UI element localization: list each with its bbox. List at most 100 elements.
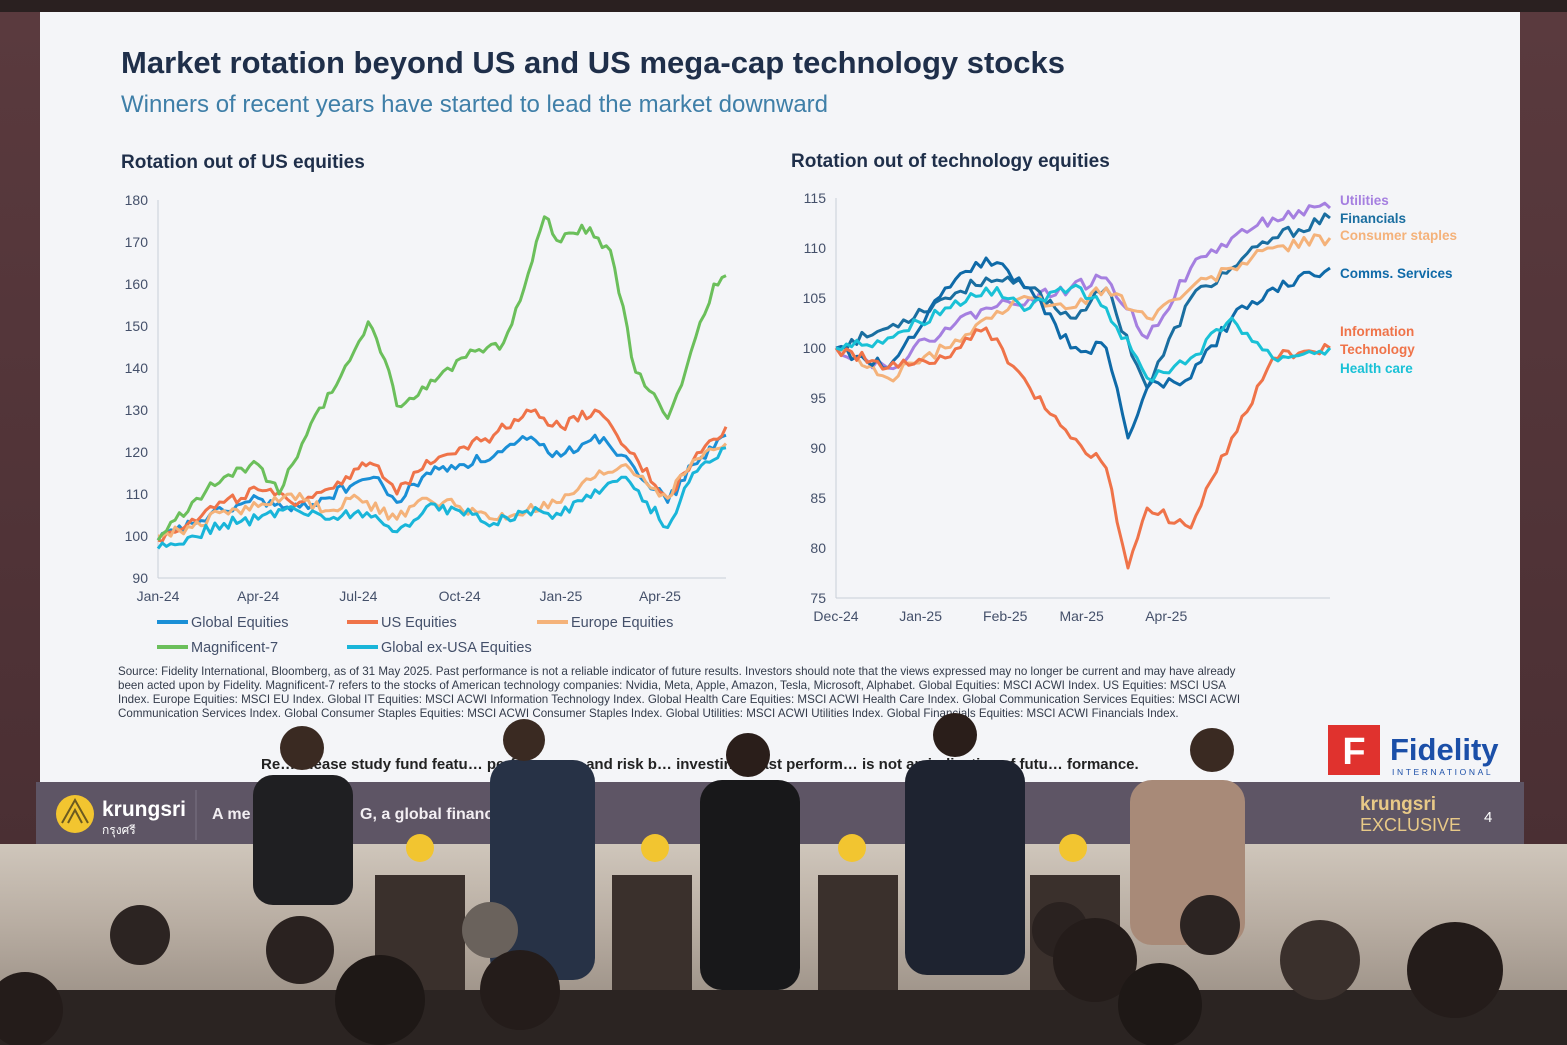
label-comms-services: Comms. Services bbox=[1340, 266, 1453, 281]
y-tick-label: 75 bbox=[810, 590, 826, 606]
chart2-title: Rotation out of technology equities bbox=[791, 151, 1110, 172]
y-tick-label: 90 bbox=[132, 570, 148, 586]
audience-member bbox=[0, 972, 63, 1045]
legend-label-global-ex-usa: Global ex-USA Equities bbox=[381, 640, 532, 656]
exclusive-word: EXCLUSIVE bbox=[1360, 815, 1461, 835]
y-tick-label: 115 bbox=[804, 190, 827, 206]
label-health-care: Health care bbox=[1340, 361, 1413, 376]
chart-technology-equities: 75 80 85 90 95 100 105 110 115 Dec-24 Jan-25 Feb-2… bbox=[803, 190, 1332, 624]
series-line-financials bbox=[835, 212, 1331, 390]
stage-edge bbox=[0, 990, 1567, 1045]
side-table bbox=[612, 875, 692, 990]
panel-stage-scene bbox=[0, 713, 1567, 1045]
series-line-magnificent-7 bbox=[156, 215, 727, 542]
y-tick-label: 105 bbox=[803, 290, 827, 306]
x-tick-label: Mar-25 bbox=[1059, 608, 1104, 624]
legend-label-europe-equities: Europe Equities bbox=[571, 615, 673, 631]
audience-member bbox=[462, 902, 518, 958]
x-tick-label: Dec-24 bbox=[813, 608, 858, 624]
tagline-fragment-1: A me bbox=[212, 806, 251, 823]
chart-us-equities: 90 100 110 120 130 140 150 160 170 180 Jan-24 Apr-… bbox=[125, 192, 728, 604]
fidelity-logo-subtext: INTERNATIONAL bbox=[1392, 767, 1493, 777]
series-line-us-equities bbox=[157, 408, 728, 543]
flower-vase bbox=[1059, 834, 1087, 862]
flower-vase bbox=[406, 834, 434, 862]
chart1-title: Rotation out of US equities bbox=[121, 152, 365, 173]
x-tick-label: Jan-25 bbox=[539, 588, 582, 604]
audience-member bbox=[110, 905, 170, 965]
y-tick-label: 100 bbox=[803, 340, 827, 356]
panelist-3 bbox=[700, 780, 800, 990]
x-tick-label: Jul-24 bbox=[339, 588, 377, 604]
slide-title: Market rotation beyond US and US mega-ca… bbox=[121, 45, 1065, 80]
x-tick-label: Jan-24 bbox=[137, 588, 180, 604]
fidelity-logo-mark bbox=[1328, 725, 1380, 775]
krungsri-logo-glyph bbox=[61, 797, 89, 824]
panelist-4-head bbox=[933, 713, 977, 757]
tagline-fragment-2: G, a global financ bbox=[360, 806, 493, 823]
y-tick-label: 160 bbox=[125, 276, 149, 292]
audience-member bbox=[1180, 895, 1240, 955]
y-tick-label: 85 bbox=[810, 490, 826, 506]
flower-vase bbox=[641, 834, 669, 862]
right-wall bbox=[1520, 12, 1567, 852]
series-line-information-technology bbox=[834, 326, 1331, 570]
series-line-global-ex-usa-equities bbox=[156, 446, 727, 550]
y-tick-label: 90 bbox=[810, 440, 826, 456]
room-ceiling bbox=[0, 0, 1567, 12]
label-it-line2: Technology bbox=[1340, 342, 1415, 357]
y-tick-label: 110 bbox=[804, 240, 827, 256]
fidelity-logo: F Fidelity INTERNATIONAL bbox=[1328, 725, 1499, 777]
audience-member bbox=[335, 955, 425, 1045]
presentation-slide bbox=[40, 12, 1520, 782]
krungsri-logo-text: krungsri bbox=[102, 798, 186, 821]
source-note: Source: Fidelity International, Bloomber… bbox=[118, 665, 1240, 720]
audience-member bbox=[266, 916, 334, 984]
y-tick-label: 120 bbox=[125, 444, 149, 460]
source-line-2: been acted upon by Fidelity. Magnificent… bbox=[118, 679, 1226, 692]
label-it-line1: Information bbox=[1340, 324, 1414, 339]
y-tick-label: 100 bbox=[125, 528, 149, 544]
series-line-comms-services bbox=[835, 256, 1331, 440]
fidelity-logo-mark-letter: F bbox=[1342, 731, 1365, 773]
legend-label-global-equities: Global Equities bbox=[191, 615, 289, 631]
krungsri-logo-icon bbox=[56, 795, 94, 833]
side-table bbox=[818, 875, 898, 990]
label-consumer-staples: Consumer staples bbox=[1340, 228, 1457, 243]
legend-label-us-equities: US Equities bbox=[381, 615, 457, 631]
exclusive-brand-text: krungsri bbox=[1360, 794, 1436, 815]
series-line-global-equities bbox=[156, 433, 727, 542]
x-tick-label: Oct-24 bbox=[439, 588, 481, 604]
source-line-1: Source: Fidelity International, Bloomber… bbox=[118, 665, 1236, 678]
x-tick-label: Apr-24 bbox=[237, 588, 279, 604]
legend-label-magnificent-7: Magnificent-7 bbox=[191, 640, 278, 656]
x-tick-label: Apr-25 bbox=[1145, 608, 1187, 624]
series-line-utilities bbox=[834, 201, 1332, 371]
panelist-2-head bbox=[503, 719, 545, 761]
panelist-4 bbox=[905, 760, 1025, 975]
label-information-technology: Information Technology bbox=[1340, 324, 1418, 357]
label-financials: Financials bbox=[1340, 211, 1406, 226]
x-tick-label: Feb-25 bbox=[983, 608, 1028, 624]
audience-member bbox=[480, 950, 560, 1030]
panelist-5-head bbox=[1190, 728, 1234, 772]
krungsri-thai-text: กรุงศรี bbox=[102, 823, 136, 838]
flower-vase bbox=[838, 834, 866, 862]
y-tick-label: 130 bbox=[125, 402, 149, 418]
page-number: 4 bbox=[1484, 809, 1492, 826]
y-tick-label: 170 bbox=[125, 234, 149, 250]
panelist-1 bbox=[253, 775, 353, 905]
y-tick-label: 180 bbox=[125, 192, 149, 208]
series-line-health-care bbox=[835, 283, 1332, 383]
chart2-series-labels: Utilities Financials Consumer staples Co… bbox=[1340, 193, 1457, 376]
label-utilities: Utilities bbox=[1340, 193, 1389, 208]
y-tick-label: 80 bbox=[810, 540, 826, 556]
y-tick-label: 150 bbox=[125, 318, 149, 334]
series-line-europe-equities bbox=[158, 442, 728, 538]
slide-subtitle: Winners of recent years have started to … bbox=[121, 91, 828, 118]
y-tick-label: 140 bbox=[125, 360, 149, 376]
chart1-legend: Global Equities US Equities Europe Equit… bbox=[157, 615, 673, 656]
source-line-3: Index. Europe Equities: MSCI EU Index. G… bbox=[118, 693, 1240, 706]
audience-member bbox=[1407, 922, 1503, 1018]
